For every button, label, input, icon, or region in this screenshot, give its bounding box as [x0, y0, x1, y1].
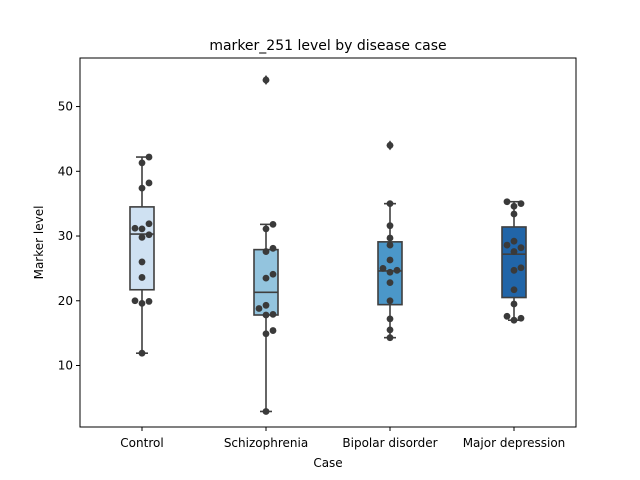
data-point: [503, 312, 511, 320]
data-point: [269, 270, 277, 278]
data-point: [386, 315, 394, 323]
data-point: [262, 311, 270, 319]
data-point: [510, 300, 518, 308]
data-point: [510, 286, 518, 294]
x-tick-label: Control: [120, 436, 163, 450]
y-axis-label: Marker level: [32, 206, 46, 280]
data-point: [138, 258, 146, 266]
chart-title: marker_251 level by disease case: [209, 38, 446, 54]
x-axis: Control Schizophrenia Bipolar disorder Majo…: [120, 427, 565, 450]
data-point: [503, 241, 511, 249]
data-point: [262, 330, 270, 338]
data-point: [379, 264, 387, 272]
data-point: [503, 198, 511, 206]
box-group: [253, 75, 279, 413]
data-point: [510, 237, 518, 245]
data-point: [269, 310, 277, 318]
data-point: [262, 408, 270, 415]
data-point: [517, 264, 525, 272]
data-point: [262, 76, 270, 84]
plot-frame: [79, 57, 577, 428]
y-tick-label: 40: [58, 164, 73, 178]
data-point: [262, 301, 270, 309]
x-axis-label: Case: [313, 456, 342, 470]
y-tick-label: 30: [58, 229, 73, 243]
data-point: [510, 210, 518, 218]
data-point: [131, 224, 139, 232]
data-point: [138, 299, 146, 307]
data-point: [386, 234, 394, 242]
x-tick-label: Major depression: [463, 436, 566, 450]
data-point: [386, 256, 394, 264]
data-point: [386, 334, 394, 342]
data-point: [138, 349, 146, 357]
x-tick-label: Schizophrenia: [224, 436, 308, 450]
x-tick-label: Bipolar disorder: [342, 436, 437, 450]
data-point: [138, 159, 146, 167]
data-point: [255, 305, 263, 312]
data-point: [145, 179, 153, 187]
y-tick-label: 50: [58, 100, 73, 114]
data-point: [386, 200, 394, 208]
data-point: [386, 326, 394, 334]
data-point: [510, 316, 518, 324]
y-tick-label: 20: [58, 294, 73, 308]
data-point: [138, 274, 146, 281]
data-point: [145, 220, 153, 228]
data-point: [262, 274, 270, 282]
data-point: [145, 298, 153, 305]
data-point: [262, 248, 270, 255]
data-point: [386, 222, 394, 230]
data-point: [517, 314, 525, 322]
data-point: [138, 225, 146, 233]
data-point: [510, 266, 518, 274]
data-point: [386, 241, 394, 249]
data-point: [386, 297, 394, 305]
data-point: [386, 279, 394, 287]
data-point: [393, 266, 401, 274]
data-point: [131, 297, 139, 305]
data-point: [517, 244, 525, 252]
plot-area: [129, 75, 527, 415]
data-point: [269, 220, 277, 228]
data-point: [269, 244, 277, 252]
data-point: [138, 233, 146, 241]
data-point: [510, 202, 518, 210]
data-point: [145, 231, 153, 239]
data-point: [510, 248, 518, 255]
data-point: [386, 141, 394, 149]
data-point: [269, 327, 277, 334]
y-tick-label: 10: [58, 359, 73, 373]
y-axis: 10 20 30 40 50: [58, 100, 80, 373]
data-point: [386, 268, 394, 276]
data-point: [517, 200, 525, 208]
data-point: [138, 184, 146, 192]
data-point: [262, 225, 270, 233]
data-point: [145, 153, 153, 161]
